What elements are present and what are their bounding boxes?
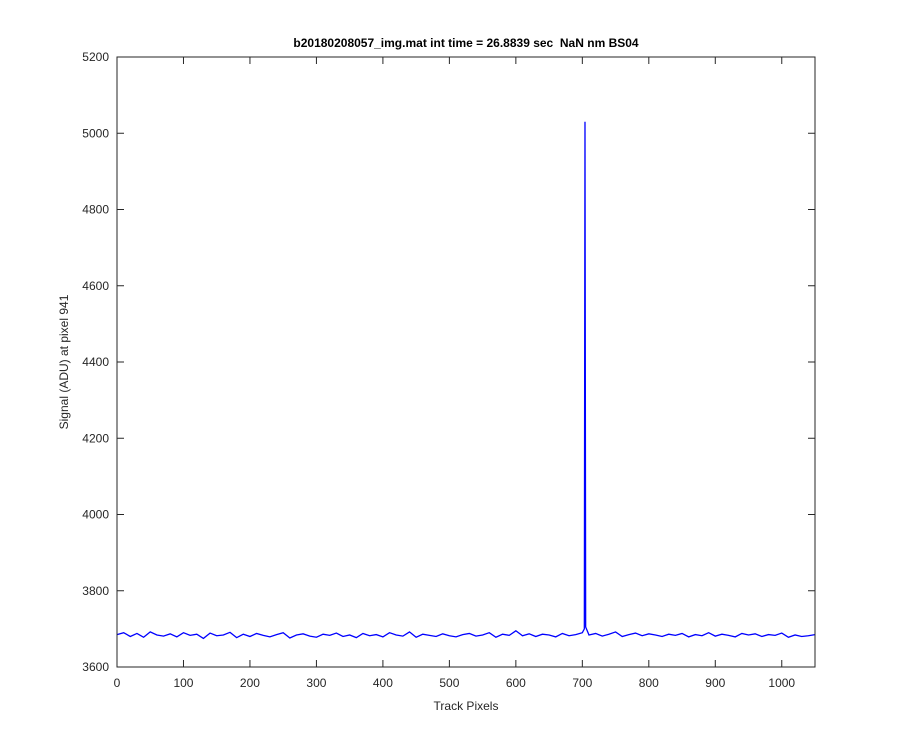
x-tick-label: 600 <box>506 676 526 690</box>
x-tick-label: 0 <box>114 676 121 690</box>
x-tick-label: 1000 <box>768 676 795 690</box>
y-tick-label: 4600 <box>82 279 109 293</box>
y-tick-label: 4200 <box>82 431 109 445</box>
x-tick-label: 300 <box>306 676 326 690</box>
y-tick-label: 4400 <box>82 355 109 369</box>
y-axis-label: Signal (ADU) at pixel 941 <box>57 294 71 429</box>
x-tick-label: 700 <box>572 676 592 690</box>
x-tick-label: 200 <box>240 676 260 690</box>
y-tick-label: 3800 <box>82 584 109 598</box>
axes-box <box>116 56 816 668</box>
x-tick-label: 900 <box>705 676 725 690</box>
y-tick-label: 3600 <box>82 660 109 674</box>
y-tick-label: 4800 <box>82 203 109 217</box>
y-tick-label: 5000 <box>82 126 109 140</box>
y-tick-label: 5200 <box>82 50 109 64</box>
y-tick-label: 4000 <box>82 508 109 522</box>
x-tick-label: 500 <box>439 676 459 690</box>
data-line <box>116 121 816 640</box>
x-tick-label: 400 <box>373 676 393 690</box>
x-axis-label: Track Pixels <box>434 699 499 713</box>
chart-title: b20180208057_img.mat int time = 26.8839 … <box>293 36 639 50</box>
x-tick-label: 800 <box>639 676 659 690</box>
x-tick-label: 100 <box>173 676 193 690</box>
